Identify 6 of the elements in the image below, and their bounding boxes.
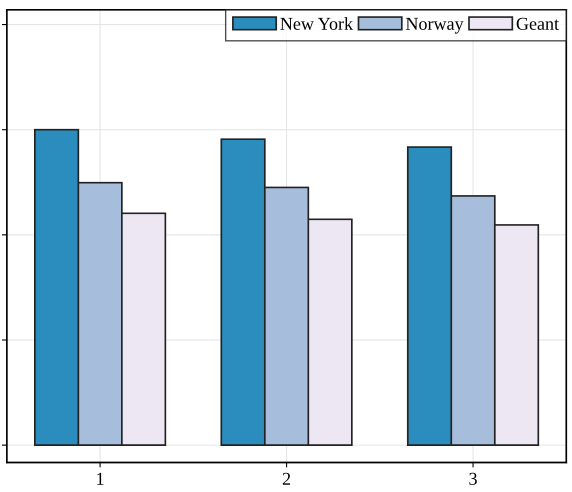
legend-label: Norway — [406, 18, 464, 34]
x-tick-label: 2 — [282, 472, 290, 485]
x-tick-label: 3 — [469, 472, 477, 485]
legend-label: New York — [280, 17, 354, 30]
legend-label: Geant — [516, 18, 559, 30]
x-tick-label: 1 — [97, 472, 104, 485]
